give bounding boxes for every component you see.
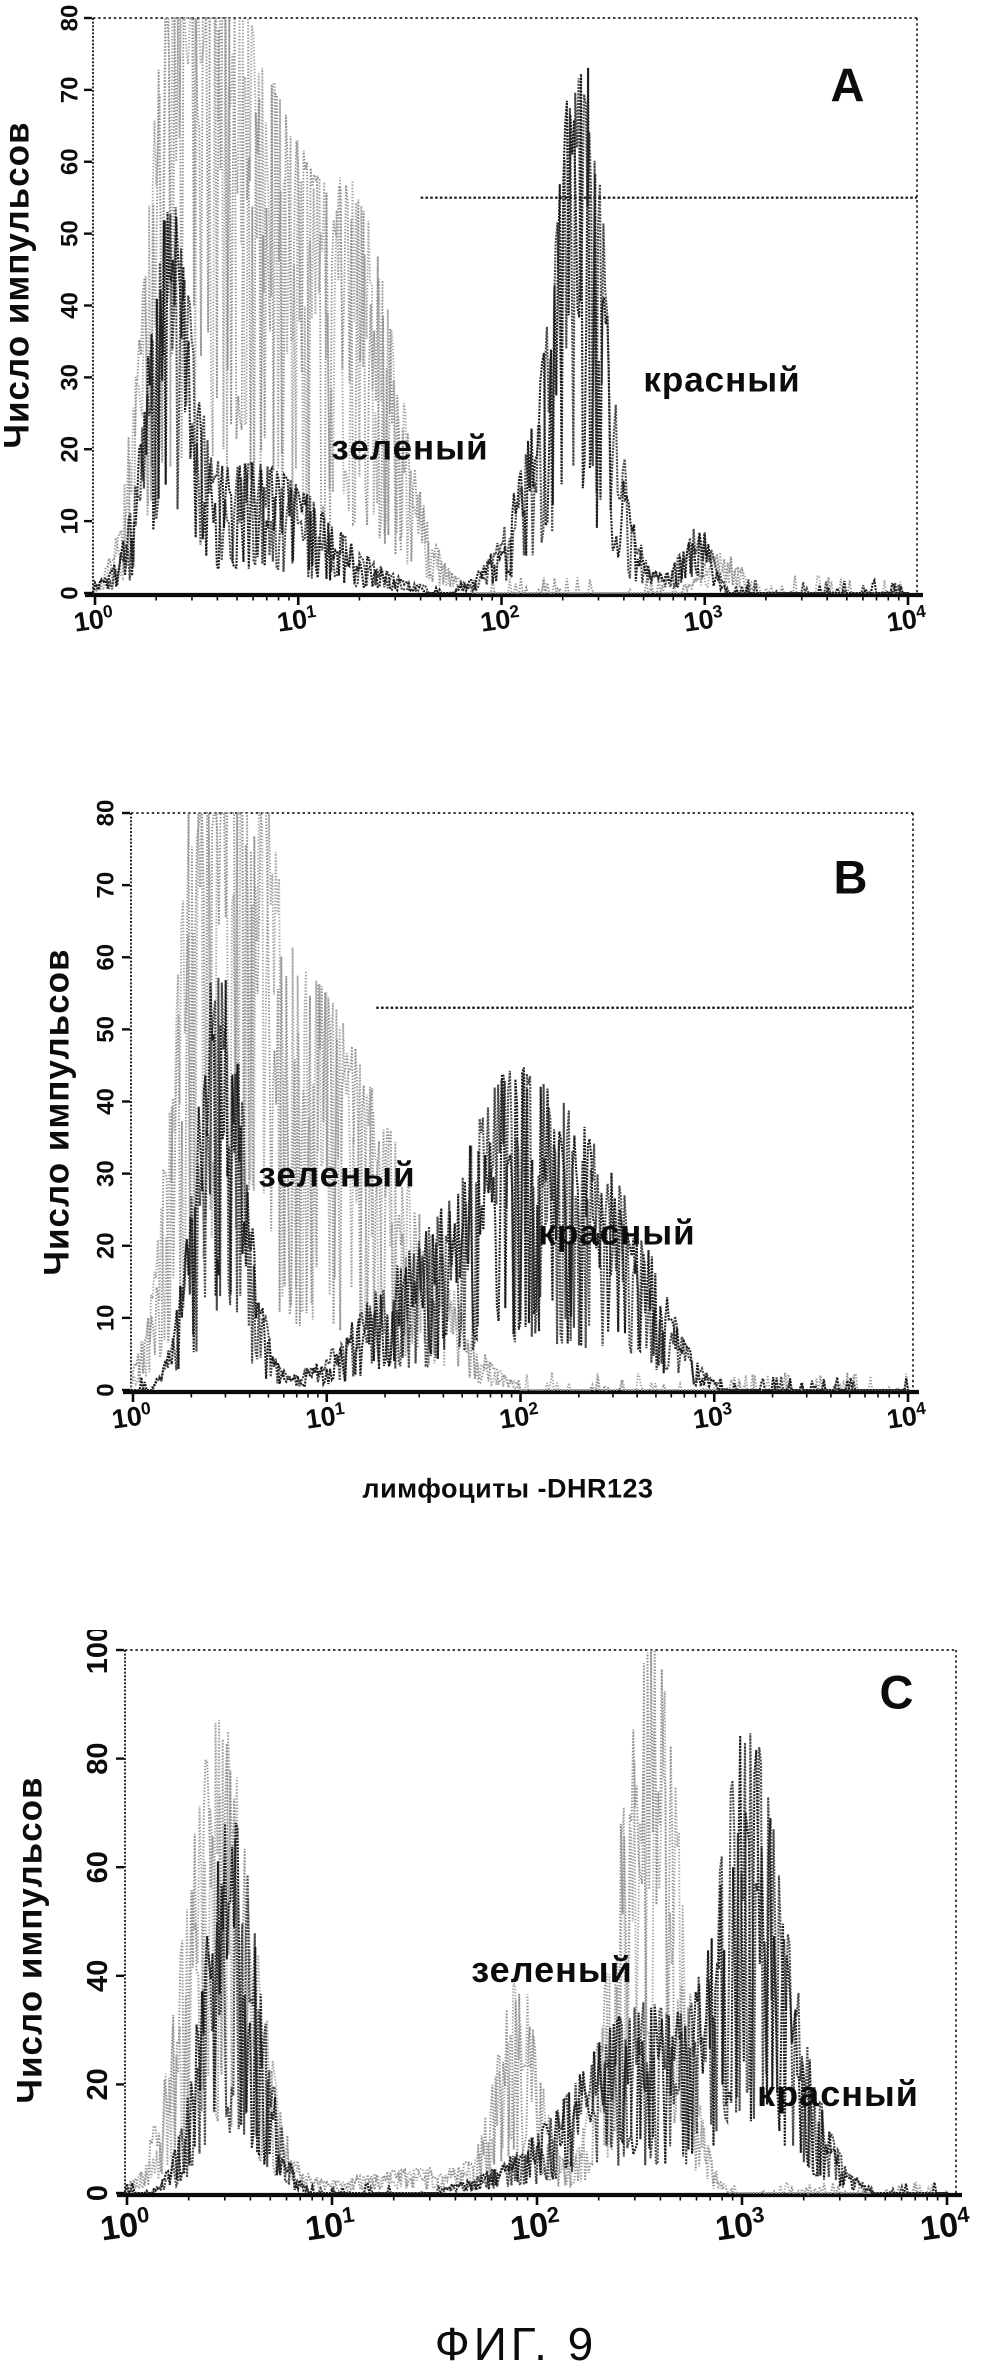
panel-b-x-tick-label: 103 bbox=[691, 1398, 735, 1435]
panel-b-x-tick-label: 104 bbox=[885, 1398, 929, 1435]
panel-a-x-tick-label: 102 bbox=[478, 601, 522, 638]
panel-a-y-tick-label: 30 bbox=[57, 364, 84, 391]
panel-b-y-tick-label: 20 bbox=[93, 1232, 120, 1259]
panel-c-y-axis-label: Число импульсов bbox=[10, 1776, 50, 2104]
panel-a-y-tick-label: 70 bbox=[57, 77, 84, 104]
panel-b-y-tick-label: 80 bbox=[93, 800, 120, 827]
panel-c-green-label: зеленый bbox=[471, 1949, 633, 1990]
panel-b-x-axis-caption: лимфоциты -DHR123 bbox=[362, 1473, 654, 1504]
panel-a-chart: 0 10 20 30 40 50 60 70 80 100 101 102 103 104 bbox=[57, 5, 929, 638]
panel-b-green-trace bbox=[130, 812, 910, 1394]
panel-b-y-tick-label: 60 bbox=[93, 944, 120, 971]
panel-b-y-tick-label: 50 bbox=[93, 1016, 120, 1043]
panel-c-red-trace bbox=[125, 1733, 949, 2195]
panel-b-x-tick-label: 102 bbox=[497, 1398, 541, 1435]
panel-c-red-trace bbox=[123, 1735, 947, 2196]
panel-c-y-tick-label: 20 bbox=[82, 2068, 114, 2100]
panel-c-x-tick-label: 101 bbox=[303, 2202, 358, 2249]
figure-caption: ФИГ. 9 bbox=[434, 2318, 598, 2370]
panel-c-red-label: красный bbox=[757, 2073, 919, 2114]
panel-b-y-tick-label: 30 bbox=[93, 1160, 120, 1187]
panel-a-y-tick-label: 50 bbox=[57, 220, 84, 247]
panel-c-y-tick-label: 0 bbox=[82, 2185, 114, 2201]
panel-c-letter: C bbox=[879, 1665, 915, 1719]
panel-a-x-tick-label: 101 bbox=[275, 601, 319, 638]
panel-c-green-trace bbox=[124, 1691, 950, 2195]
panel-c-x-tick-label: 102 bbox=[508, 2202, 563, 2249]
panel-a-y-tick-label: 60 bbox=[57, 148, 84, 175]
panel-a-y-tick-label: 80 bbox=[57, 5, 84, 32]
panel-a-y-tick-label: 10 bbox=[57, 508, 84, 535]
panel-c-x-tick-label: 103 bbox=[713, 2202, 768, 2249]
panel-b-chart: 0 10 20 30 40 50 60 70 80 100 101 102 103 104 bbox=[93, 800, 929, 1435]
panel-c-x-tick-label: 104 bbox=[918, 2202, 974, 2249]
panel-a-y-axis-label: Число импульсов bbox=[0, 121, 37, 449]
panel-b-red-label: красный bbox=[538, 1213, 696, 1253]
panel-a-x-tick-label: 103 bbox=[681, 601, 725, 638]
panel-b-y-axis-label: Число импульсов bbox=[37, 948, 77, 1276]
panel-b-y-tick-label: 10 bbox=[93, 1305, 120, 1332]
panel-b-letter: B bbox=[833, 850, 869, 904]
panel-a-y-tick-label: 40 bbox=[57, 292, 84, 319]
panel-a-y-tick-label: 0 bbox=[57, 586, 84, 599]
panel-b-red-trace bbox=[131, 977, 910, 1392]
panel-b-x-tick-label: 100 bbox=[110, 1398, 154, 1435]
panel-c-y-tick-label: 60 bbox=[82, 1851, 114, 1883]
panel-a-y-tick-label: 20 bbox=[57, 436, 84, 463]
panel-a-x-tick-label: 100 bbox=[72, 601, 116, 638]
panel-a-letter: A bbox=[830, 58, 866, 112]
panel-c-x-tick-label: 100 bbox=[98, 2202, 153, 2249]
panel-c-y-tick-label: 40 bbox=[82, 1960, 114, 1992]
panel-b-y-tick-label: 0 bbox=[93, 1383, 120, 1396]
panel-c-chart: 0 20 40 60 80 100 100 101 102 103 104 bbox=[82, 1630, 974, 2249]
panel-b-green-label: зеленый bbox=[258, 1155, 416, 1195]
panel-c-y-tick-label: 80 bbox=[82, 1742, 114, 1774]
panel-b-green-trace bbox=[130, 812, 909, 1392]
panel-a-green-trace bbox=[92, 17, 908, 595]
panel-a-red-label: красный bbox=[643, 360, 801, 400]
panel-a-x-tick-label: 104 bbox=[885, 601, 929, 638]
panel-c-green-trace bbox=[124, 1649, 947, 2197]
panel-c-y-tick-label: 100 bbox=[82, 1630, 114, 1674]
panel-a-green-label: зеленый bbox=[331, 428, 489, 468]
panel-a-red-trace bbox=[92, 78, 910, 598]
panel-a-red-trace bbox=[91, 67, 908, 596]
panel-b-x-tick-label: 101 bbox=[303, 1398, 347, 1435]
panel-b-y-tick-label: 40 bbox=[93, 1088, 120, 1115]
panel-b-y-tick-label: 70 bbox=[93, 872, 120, 899]
